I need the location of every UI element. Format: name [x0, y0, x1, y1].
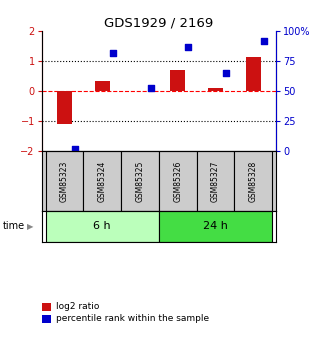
Text: percentile rank within the sample: percentile rank within the sample: [56, 314, 209, 323]
Text: log2 ratio: log2 ratio: [56, 302, 100, 311]
Text: time: time: [3, 221, 25, 231]
Bar: [170, 70, 185, 91]
Bar: [46, 211, 159, 241]
Point: [261, 38, 266, 43]
Bar: [57, 91, 72, 124]
Text: GSM85324: GSM85324: [98, 161, 107, 202]
Bar: [197, 151, 234, 211]
Bar: [121, 151, 159, 211]
Bar: [46, 151, 83, 211]
Text: GSM85327: GSM85327: [211, 161, 220, 202]
Text: 24 h: 24 h: [203, 221, 228, 231]
Text: GSM85323: GSM85323: [60, 161, 69, 202]
Point: [186, 44, 191, 49]
Bar: [159, 211, 272, 241]
Bar: [83, 151, 121, 211]
Text: GSM85328: GSM85328: [249, 161, 258, 202]
Point: [110, 50, 115, 56]
Text: ▶: ▶: [27, 222, 34, 231]
Bar: [95, 81, 110, 91]
Point: [224, 70, 229, 76]
Point: [148, 85, 153, 90]
Bar: [208, 88, 223, 91]
Bar: [246, 57, 261, 91]
Bar: [159, 151, 197, 211]
Title: GDS1929 / 2169: GDS1929 / 2169: [104, 17, 213, 30]
Point: [73, 146, 78, 152]
Text: 6 h: 6 h: [93, 221, 111, 231]
Text: GSM85325: GSM85325: [135, 161, 144, 202]
Text: GSM85326: GSM85326: [173, 161, 182, 202]
Bar: [234, 151, 272, 211]
